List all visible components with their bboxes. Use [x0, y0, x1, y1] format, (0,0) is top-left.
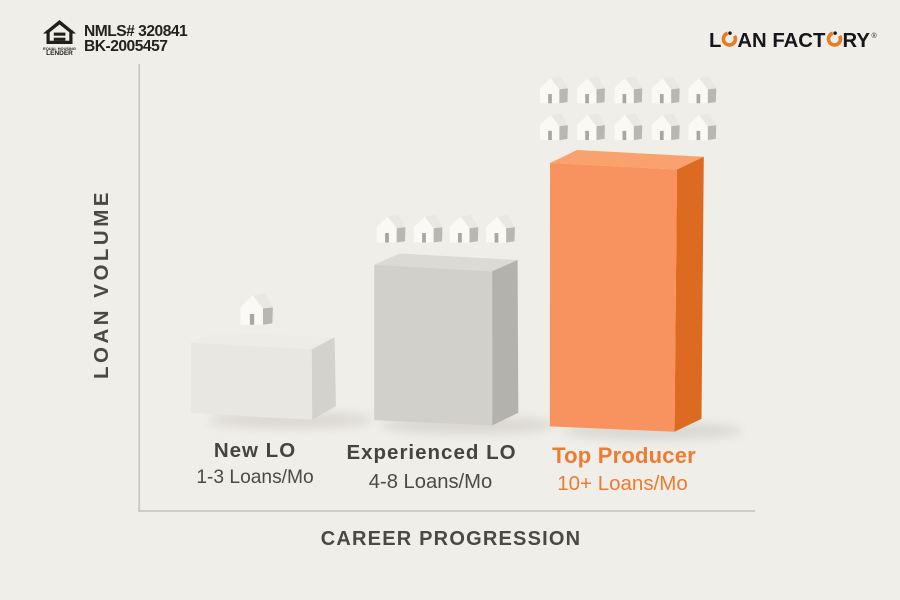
svg-text:RY: RY [843, 30, 871, 52]
svg-text:®: ® [872, 32, 878, 40]
svg-text:L: L [709, 30, 721, 52]
svg-text:AN: AN [737, 30, 766, 52]
svg-text:FACT: FACT [772, 30, 826, 52]
